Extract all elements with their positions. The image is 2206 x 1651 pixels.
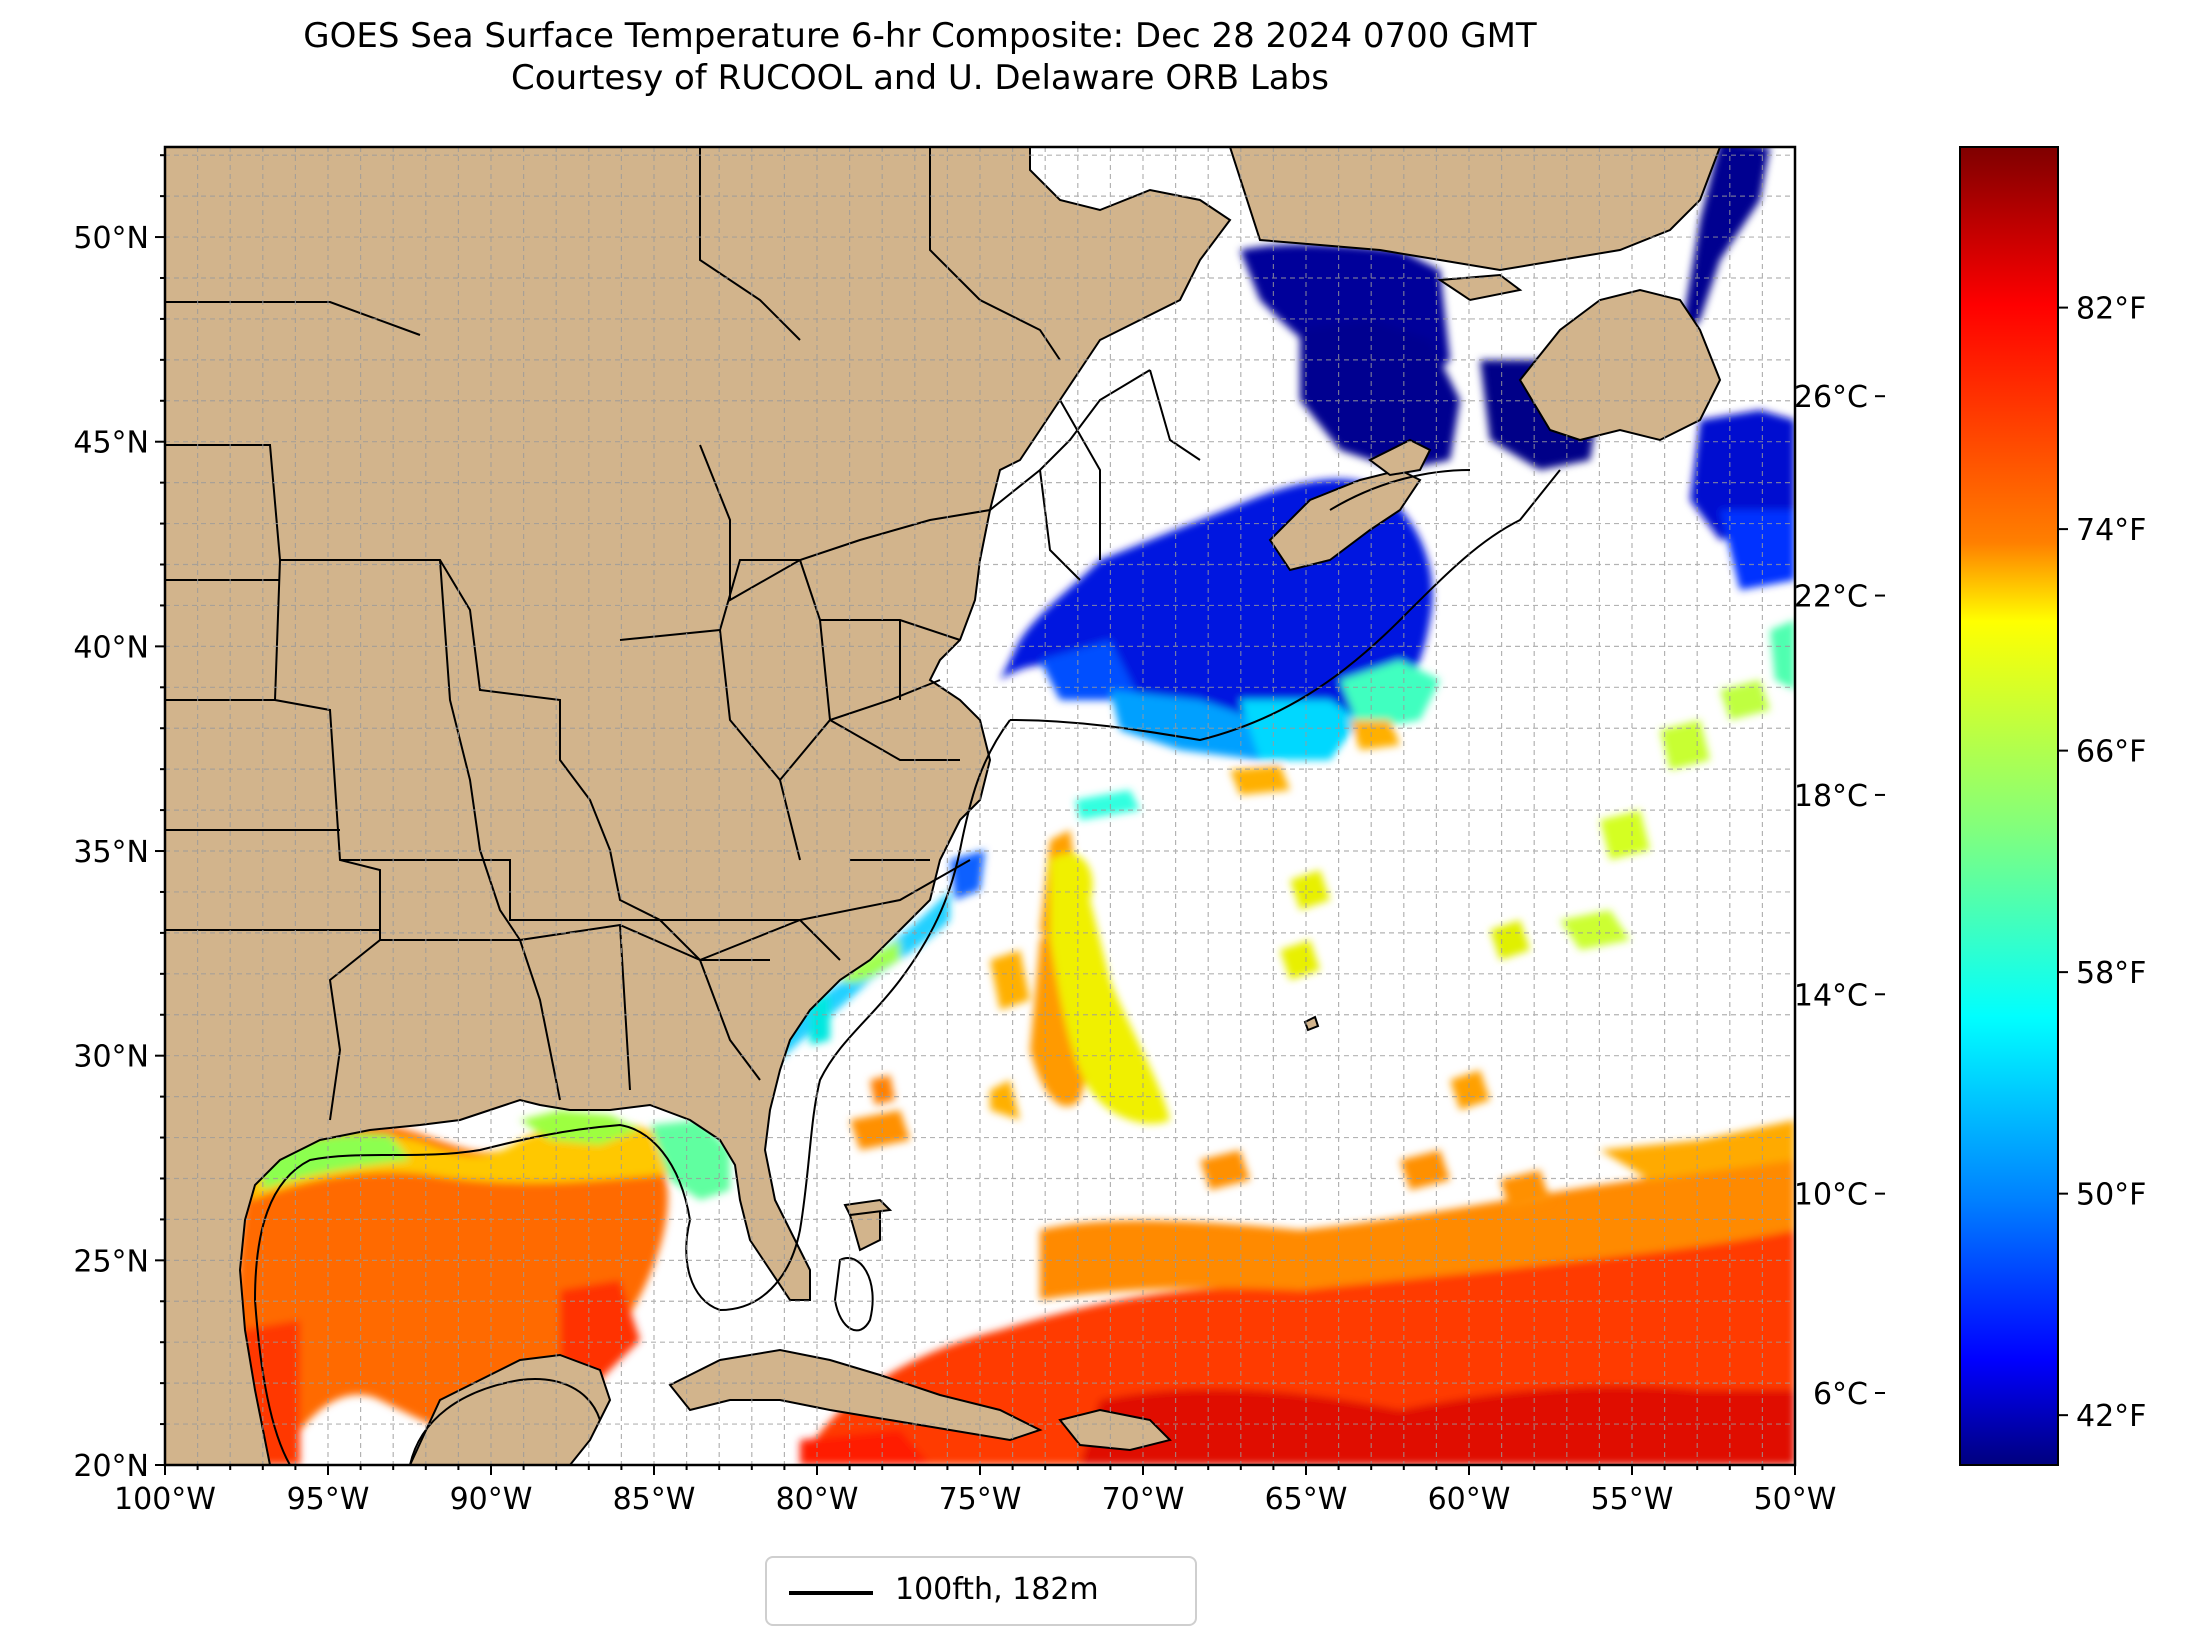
map-axis-labels: 100°W 95°W 90°W 85°W 80°W 75°W 70°W 65°W 60°W 55°… — [73, 221, 1836, 1517]
isobath-atlantic-shelf — [685, 719, 1011, 1312]
isobath-scotian — [1329, 469, 1471, 511]
lon-tick-label: 95°W — [287, 1482, 370, 1517]
lat-tick-label: 20°N — [73, 1449, 149, 1484]
colorbar-c-label: 6°C — [1813, 1377, 1868, 1412]
colorbar-c-label: 22°C — [1794, 580, 1868, 615]
sst-field-atlantic-warm — [800, 1120, 1795, 1465]
lat-tick-label: 50°N — [73, 221, 149, 256]
map-gridlines — [165, 147, 1795, 1465]
colorbar-f-label: 66°F — [2076, 735, 2146, 770]
colorbar-f-label: 74°F — [2076, 513, 2146, 548]
lat-tick-label: 40°N — [73, 630, 149, 665]
land-anticosti — [1437, 273, 1523, 302]
land-pei-cape-breton — [1368, 438, 1432, 477]
border-midwest — [280, 559, 770, 961]
isobath-bahamas — [833, 1257, 874, 1332]
land-bahamas-grand — [843, 1198, 893, 1217]
border-south — [340, 859, 971, 1101]
colorbar — [1959, 146, 2059, 1466]
border-latitudinal-west — [165, 579, 380, 931]
lon-tick-label: 65°W — [1265, 1482, 1348, 1517]
colorbar-c-label: 14°C — [1794, 978, 1868, 1013]
lat-tick-label: 35°N — [73, 835, 149, 870]
colorbar-c-label: 10°C — [1794, 1178, 1868, 1213]
figure-title-line-2: Courtesy of RUCOOL and U. Delaware ORB L… — [511, 58, 1329, 98]
land-north-america — [165, 147, 1232, 1465]
colorbar-f-label: 82°F — [2076, 292, 2146, 327]
colorbar-c-label: 26°C — [1794, 380, 1868, 415]
legend-line-sample — [789, 1591, 873, 1595]
isobath-gulf — [253, 1123, 691, 1465]
map-axis-ticks — [155, 154, 1796, 1475]
lon-tick-label: 80°W — [776, 1482, 859, 1517]
lon-tick-label: 75°W — [939, 1482, 1022, 1517]
legend: 100fth, 182m — [765, 1556, 1197, 1626]
border-us-canada-east — [699, 369, 1151, 602]
isobath-new-england — [1009, 469, 1561, 742]
colorbar-f-label: 42°F — [2076, 1399, 2146, 1434]
legend-label: 100fth, 182m — [895, 1572, 1099, 1607]
lat-tick-label: 45°N — [73, 426, 149, 461]
border-appalachia — [779, 719, 960, 861]
colorbar-c-label: 18°C — [1794, 779, 1868, 814]
isobath-campeche — [409, 1378, 601, 1465]
colorbar-f-label: 58°F — [2076, 956, 2146, 991]
lon-tick-label: 85°W — [613, 1482, 696, 1517]
isobath-100fth — [253, 469, 1561, 1465]
land-labrador — [1228, 147, 1722, 272]
colorbar-ticks — [1875, 306, 2068, 1417]
land-bermuda — [1303, 1015, 1320, 1032]
lat-tick-label: 30°N — [73, 1040, 149, 1075]
colorbar-f-label: 50°F — [2076, 1178, 2146, 1213]
lon-tick-label: 50°W — [1754, 1482, 1837, 1517]
lon-tick-label: 100°W — [114, 1482, 216, 1517]
border-us-canada-west — [165, 301, 421, 336]
border-new-england — [1039, 369, 1201, 581]
colorbar-labels: 82°F 74°F 66°F 58°F 50°F 42°F 26°C 22°C 18°C 14°C… — [1794, 292, 2147, 1435]
lon-tick-label: 55°W — [1591, 1482, 1674, 1517]
lon-tick-label: 60°W — [1428, 1482, 1511, 1517]
figure-title-line-1: GOES Sea Surface Temperature 6-hr Compos… — [303, 16, 1537, 56]
lon-tick-label: 90°W — [450, 1482, 533, 1517]
lon-tick-label: 70°W — [1102, 1482, 1185, 1517]
lat-tick-label: 25°N — [73, 1244, 149, 1279]
